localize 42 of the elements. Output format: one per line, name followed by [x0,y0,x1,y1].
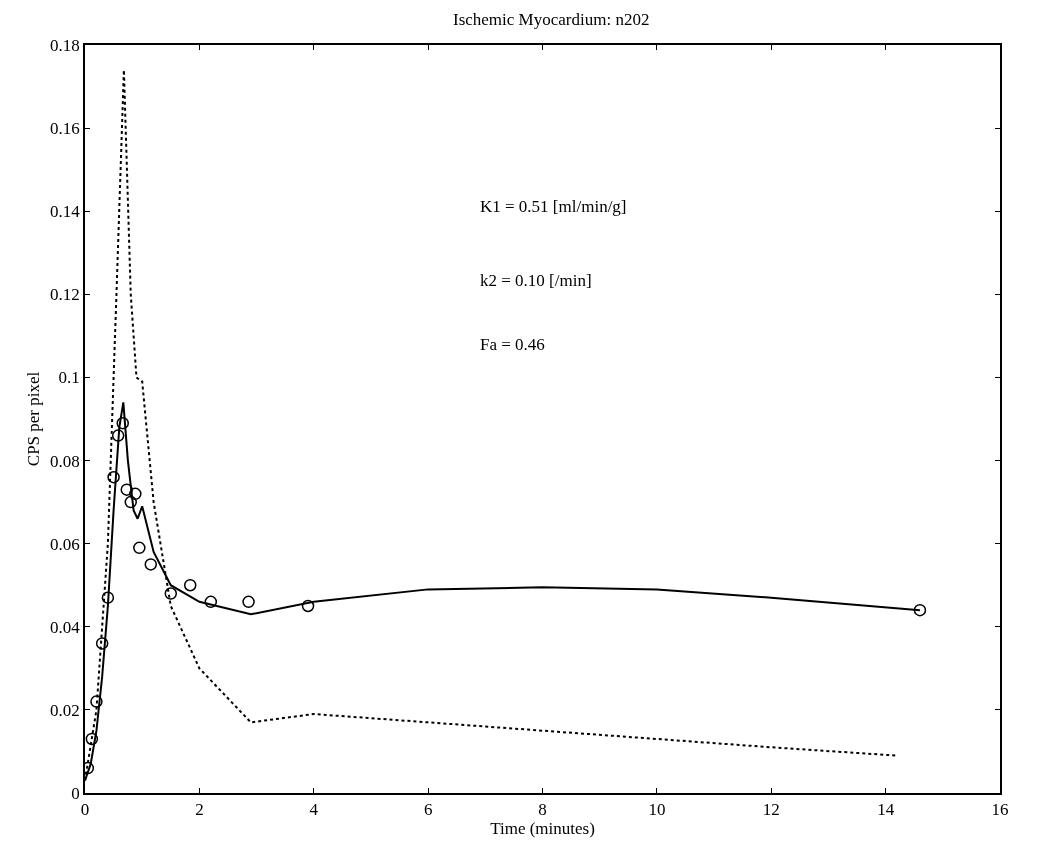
point [120,483,133,496]
point [204,595,218,609]
x-tick-label: 14 [877,800,895,820]
x-tick-label: 2 [195,800,204,820]
x-tick-label: 4 [309,800,319,820]
point [124,495,137,509]
point [301,599,315,613]
y-tick-label: 0.12 [50,285,80,305]
point [164,587,178,600]
point [133,541,146,555]
x-tick-label: 6 [423,800,433,820]
y-tick-label: 0.08 [50,451,80,471]
point [116,416,129,430]
annotation: Fa = 0.46 [480,335,545,354]
point [242,595,255,609]
point [183,578,197,592]
point [101,591,115,604]
y-tick-label: 0.1 [58,368,80,388]
x-tick-label: 16 [991,800,1009,820]
point [111,429,125,442]
y-tick-label: 0.04 [50,617,81,637]
annotation: k2 = 0.10 [/min] [480,271,592,290]
y-tick-label: 0 [71,783,80,803]
y-tick-label: 0.16 [50,119,80,139]
annotation: K1 = 0.51 [ml/min/g] [480,197,627,216]
chart-title: Ischemic Myocardium: n202 [453,9,650,29]
x-tick-label: 12 [762,800,780,820]
y-tick-label: 0.06 [50,534,80,554]
x-axis-title: Time (minutes) [490,819,595,839]
y-tick-label: 0.14 [50,202,81,222]
point [85,732,99,746]
point [913,603,927,617]
point [95,637,109,650]
x-tick-label: 10 [648,800,666,820]
y-tick-label: 0.02 [50,700,80,720]
y-tick-label: 0.18 [50,35,80,55]
x-tick-label: 8 [538,800,547,820]
y-axis-title: CPS per pixel [24,371,44,467]
point [129,487,142,501]
point [90,695,103,708]
point [107,470,120,484]
point [144,558,158,571]
